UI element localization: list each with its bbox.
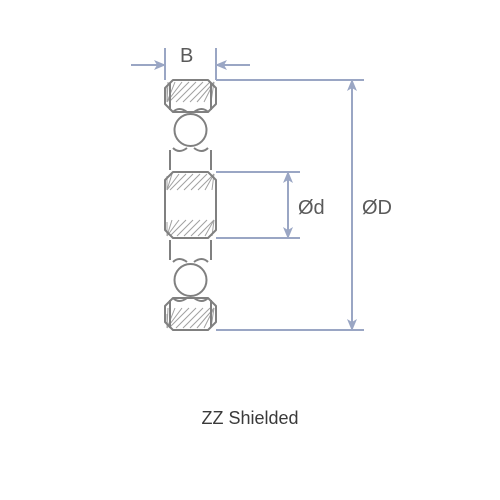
diagram-canvas: { "diagram": { "type": "engineering-dime… [0,0,500,500]
caption: ZZ Shielded [0,408,500,429]
bearing-section [165,80,216,330]
svg-text:ØD: ØD [362,197,392,219]
svg-text:B: B [180,45,193,67]
svg-text:Ød: Ød [298,197,325,219]
